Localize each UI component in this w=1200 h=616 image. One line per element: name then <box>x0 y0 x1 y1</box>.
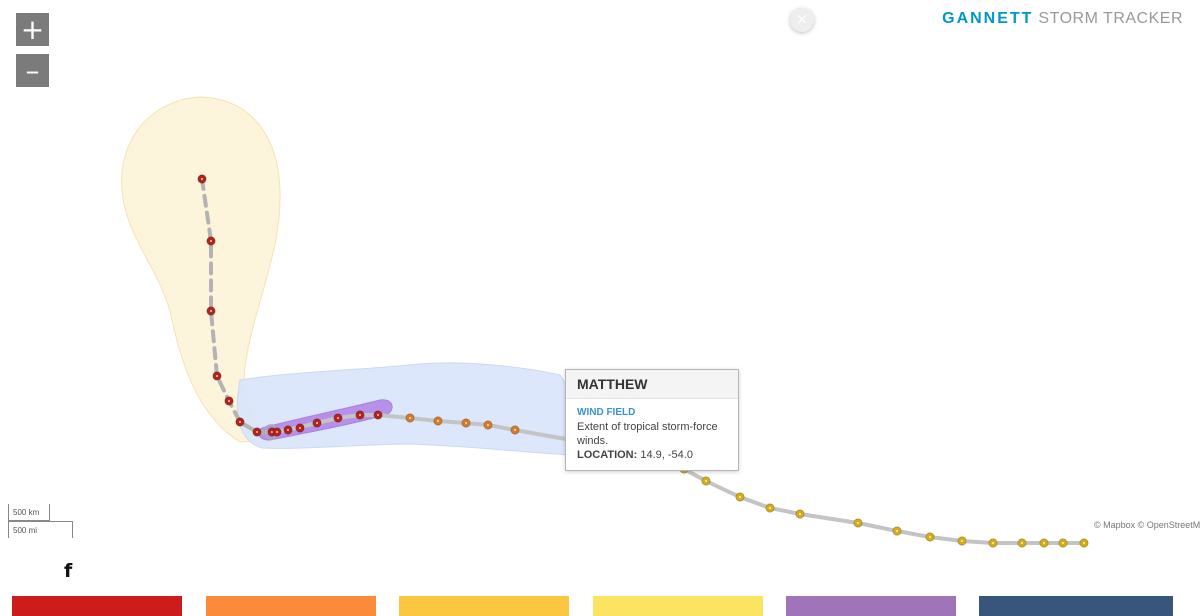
track-point-center <box>1043 542 1045 544</box>
track-point-center <box>487 424 489 426</box>
track-point-center <box>409 417 411 419</box>
popup-body: WIND FIELD Extent of tropical storm-forc… <box>566 399 738 462</box>
track-point-center <box>1083 542 1085 544</box>
storm-popup: MATTHEW WIND FIELD Extent of tropical st… <box>565 369 739 471</box>
scale-mi: 500 mi <box>8 521 73 538</box>
legend-bar-2[interactable] <box>206 596 376 616</box>
track-point-center <box>739 496 741 498</box>
track-point-center <box>287 429 289 431</box>
track-point-center <box>210 240 212 242</box>
track-point-center <box>299 427 301 429</box>
zoom-out-button[interactable]: – <box>16 54 49 87</box>
legend-bar-5[interactable] <box>786 596 956 616</box>
track-point-center <box>769 507 771 509</box>
scale-km: 500 km <box>8 504 50 521</box>
forecast-cone[interactable] <box>121 96 281 443</box>
legend-bar-4[interactable] <box>593 596 763 616</box>
map-scale: 500 km 500 mi <box>8 504 73 538</box>
track-point-center <box>316 422 318 424</box>
popup-description: Extent of tropical storm-force winds. <box>577 421 718 447</box>
brand-logo: GANNETT STORM TRACKER <box>942 10 1183 28</box>
track-point-center <box>276 431 278 433</box>
track-point-center <box>799 513 801 515</box>
map-attribution[interactable]: © Mapbox © OpenStreetMap <box>1094 520 1200 530</box>
popup-title: MATTHEW <box>566 370 738 399</box>
track-point-center <box>857 522 859 524</box>
track-point-center <box>201 178 203 180</box>
track-point-center <box>896 530 898 532</box>
track-point-center <box>437 420 439 422</box>
popup-location-value: 14.9, -54.0 <box>640 449 693 461</box>
track-point-center <box>228 400 230 402</box>
legend-bar-1[interactable] <box>12 596 182 616</box>
track-point-center <box>271 431 273 433</box>
popup-location-label: LOCATION: <box>577 449 638 461</box>
track-point-center <box>239 421 241 423</box>
track-point-center <box>210 310 212 312</box>
close-icon[interactable]: × <box>790 8 814 32</box>
track-point-center <box>1062 542 1064 544</box>
legend-bar-6[interactable] <box>979 596 1173 616</box>
storm-map[interactable] <box>0 0 1200 560</box>
track-point-center <box>359 414 361 416</box>
track-point-center <box>377 414 379 416</box>
track-point-center <box>337 417 339 419</box>
track-point-center <box>514 429 516 431</box>
zoom-in-button[interactable]: + <box>16 13 49 46</box>
track-point-center <box>465 422 467 424</box>
track-point-center <box>961 540 963 542</box>
popup-layer-label: WIND FIELD <box>577 407 636 418</box>
facebook-icon[interactable]: f <box>64 560 73 582</box>
track-point-center <box>705 480 707 482</box>
track-point-center <box>992 542 994 544</box>
brand-product: STORM TRACKER <box>1038 10 1183 27</box>
track-point-center <box>216 375 218 377</box>
track-point-center <box>1021 542 1023 544</box>
track-points <box>197 174 1089 548</box>
legend-bar-3[interactable] <box>399 596 569 616</box>
track-point-center <box>929 536 931 538</box>
track-point-center <box>256 431 258 433</box>
tropical-storm-wind-field[interactable] <box>236 362 575 456</box>
brand-name: GANNETT <box>942 10 1034 27</box>
